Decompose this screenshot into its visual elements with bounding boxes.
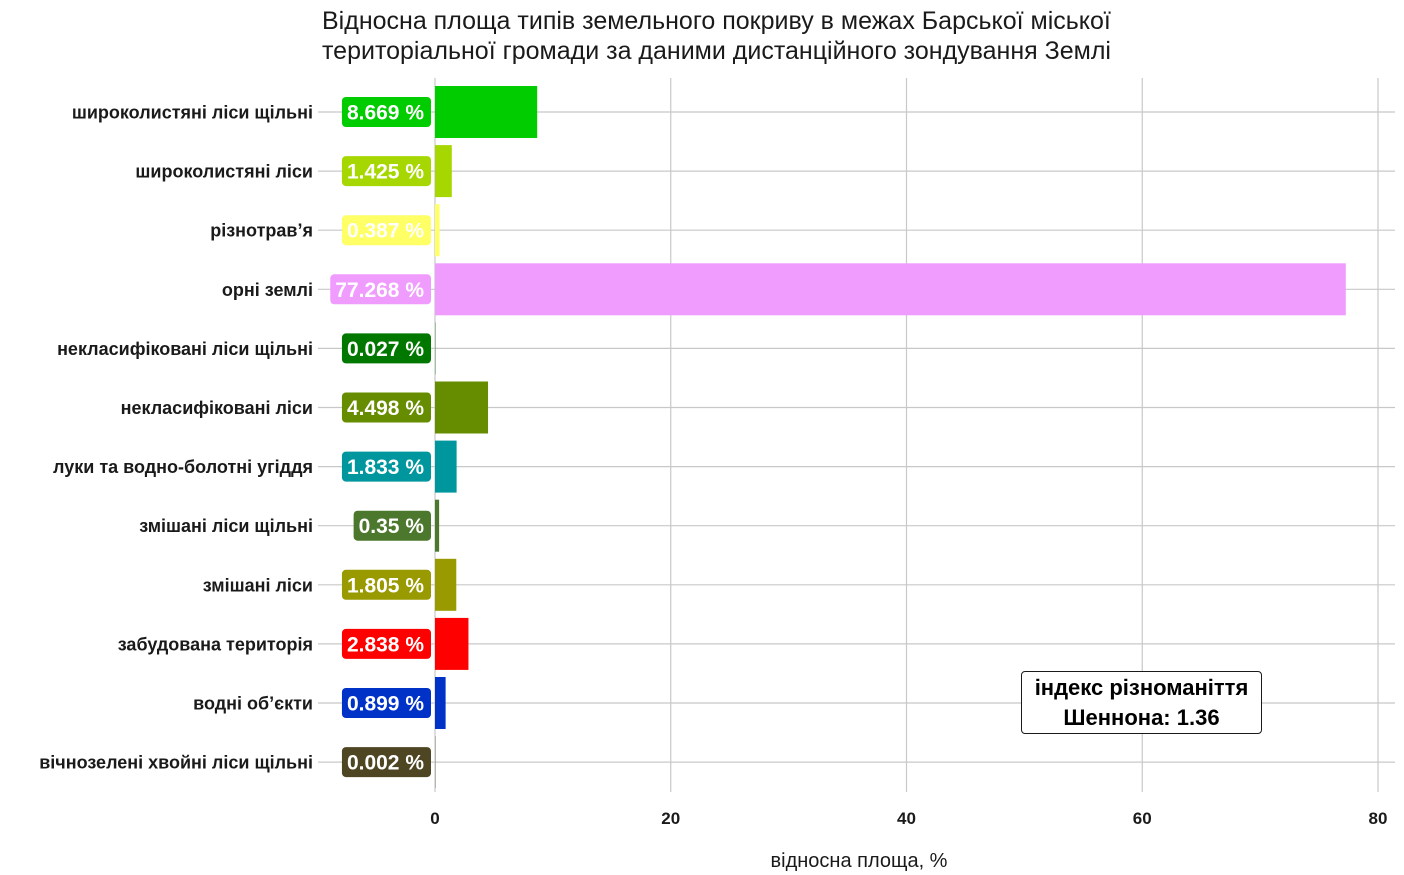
value-label-bg xyxy=(341,747,431,778)
value-label-text: 8.669 % xyxy=(347,102,424,125)
value-label: 8.669 % xyxy=(341,97,431,127)
bar xyxy=(435,86,538,138)
value-label-text: 1.425 % xyxy=(347,161,424,184)
value-label-text: 2.838 % xyxy=(347,633,424,656)
value-label: 0.387 % xyxy=(341,215,431,246)
value-label: 1.425 % xyxy=(341,156,431,187)
x-tick-labels: 0 20 40 60 80 xyxy=(430,809,1387,828)
value-label: 0.899 % xyxy=(341,688,431,718)
x-tick-label: 80 xyxy=(1369,809,1388,828)
value-label: 1.805 % xyxy=(341,569,431,600)
shannon-index-line-1: індекс різноманіття xyxy=(1034,675,1249,700)
category-label: змішані ліси xyxy=(203,575,313,595)
bar xyxy=(435,440,457,493)
value-label: 0.027 % xyxy=(341,333,431,364)
value-label: 2.838 % xyxy=(341,628,431,659)
value-label: 77.268 % xyxy=(330,274,431,305)
category-label: широколистяні ліси щільні xyxy=(72,103,313,123)
x-tick-label: 60 xyxy=(1133,809,1152,828)
value-label-text: 1.833 % xyxy=(347,456,424,479)
value-label-bg xyxy=(341,215,431,246)
value-label-bg xyxy=(341,97,431,127)
bar xyxy=(435,204,440,257)
category-label: забудована територія xyxy=(118,634,313,654)
category-label: широколистяні ліси xyxy=(135,162,313,182)
x-tick-label: 40 xyxy=(897,809,916,828)
value-label-bg xyxy=(341,156,431,187)
x-axis-label: відносна площа, % xyxy=(770,850,948,872)
value-label: 1.833 % xyxy=(341,451,431,482)
shannon-index-box: індекс різноманіття Шеннона: 1.36 xyxy=(1021,671,1262,734)
category-label: некласифіковані ліси xyxy=(121,398,313,418)
value-label-text: 0.387 % xyxy=(347,220,424,243)
chart-title: Відносна площа типів земельного покриву … xyxy=(322,6,1322,66)
bars xyxy=(435,86,1346,789)
value-label-text: 0.899 % xyxy=(347,693,424,716)
value-label-text: 1.805 % xyxy=(347,574,424,597)
category-label: некласифіковані ліси щільні xyxy=(57,339,313,359)
chart-title-line-1: Відносна площа типів земельного покриву … xyxy=(322,7,1111,35)
x-tick-label: 0 xyxy=(430,809,439,828)
x-tick-label: 20 xyxy=(661,809,680,828)
value-label-bg xyxy=(330,274,431,305)
bar xyxy=(435,381,489,434)
category-label: змішані ліси щільні xyxy=(139,516,313,536)
bar xyxy=(435,145,452,198)
value-label-bg xyxy=(341,392,431,423)
value-label: 0.35 % xyxy=(353,510,431,541)
value-labels: 8.669 % 1.425 % 0.387 % 77.268 % 0.027 % 4.49… xyxy=(330,97,431,778)
bar xyxy=(435,617,469,670)
chart-title-line-2: територіальної громади за даними дистанц… xyxy=(322,37,1111,65)
value-label-text: 4.498 % xyxy=(347,397,424,420)
value-label-text: 0.35 % xyxy=(359,515,425,538)
value-label: 4.498 % xyxy=(341,392,431,423)
category-label: вічнозелені хвойні ліси щільні xyxy=(39,753,313,773)
category-label: луки та водно-болотні угіддя xyxy=(53,457,313,477)
bar xyxy=(435,558,457,611)
value-label-bg xyxy=(353,510,431,541)
value-label-text: 0.002 % xyxy=(347,752,424,775)
value-label-bg xyxy=(341,628,431,659)
value-label-bg xyxy=(341,333,431,364)
category-label: орні землі xyxy=(222,280,313,300)
value-label-bg xyxy=(341,688,431,718)
bar xyxy=(435,677,446,729)
shannon-index-line-2: Шеннона: 1.36 xyxy=(1063,705,1220,730)
category-label: різнотрав’я xyxy=(210,221,313,241)
category-labels: широколистяні ліси щільні широколистяні л… xyxy=(39,103,313,773)
value-label-bg xyxy=(341,569,431,600)
value-label-text: 0.027 % xyxy=(347,338,424,361)
value-label-bg xyxy=(341,451,431,482)
category-label: водні об’єкти xyxy=(193,694,313,714)
value-label-text: 77.268 % xyxy=(335,279,424,302)
bar xyxy=(435,263,1346,316)
value-label: 0.002 % xyxy=(341,747,431,778)
bar xyxy=(435,499,440,552)
